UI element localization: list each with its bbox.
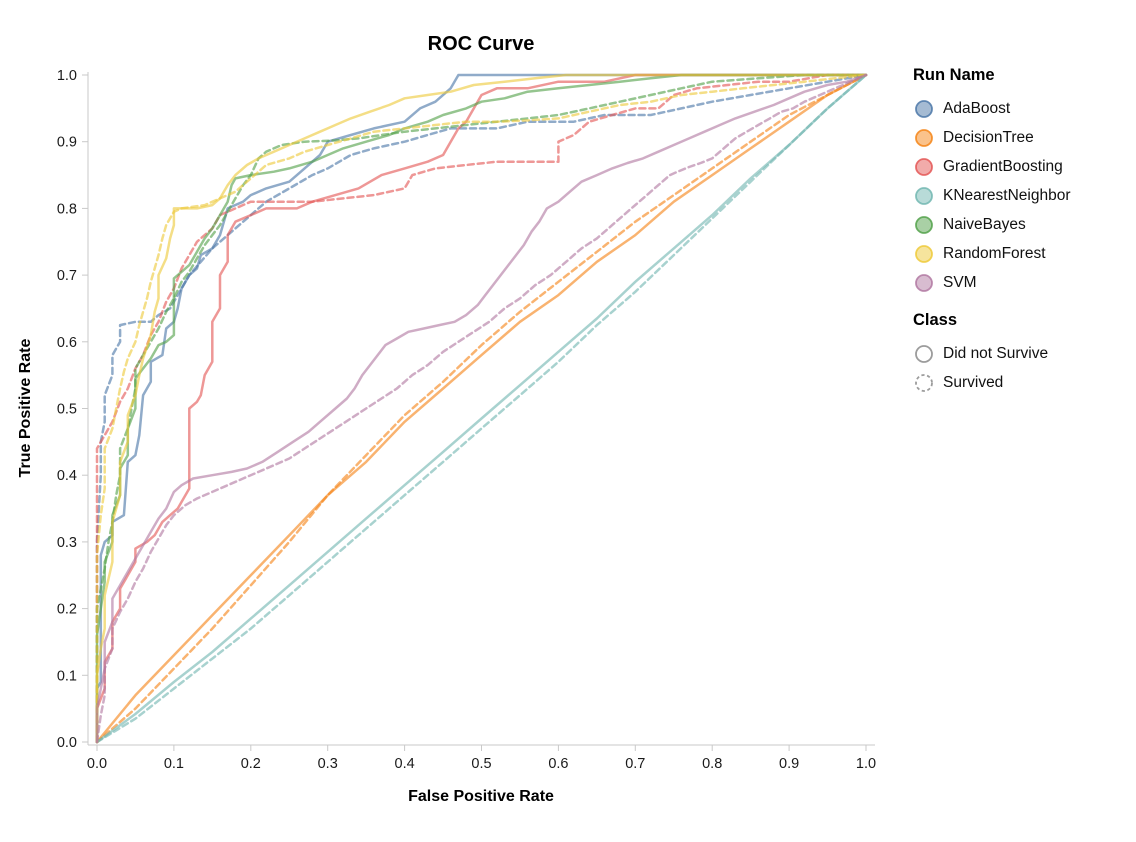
y-axis-tick-label: 0.6 xyxy=(57,335,77,351)
y-axis-tick-label: 0.7 xyxy=(57,268,77,284)
legend-run-header: Run Name xyxy=(913,66,995,84)
roc-line-randomforest-did-not-survive xyxy=(95,73,868,744)
roc-line-naivebayes-survived xyxy=(95,73,868,744)
run-color-swatch-icon xyxy=(915,99,933,118)
run-color-swatch-icon xyxy=(915,215,933,234)
legend-run-item-randomforest: RandomForest xyxy=(913,239,1133,268)
run-color-swatch-icon xyxy=(915,128,933,147)
x-axis-tick-label: 0.8 xyxy=(702,756,722,772)
class-survived-circle-icon xyxy=(915,373,933,392)
class-legend-items: Did not Survive Survived xyxy=(913,339,1133,397)
y-axis-tick-label: 0.3 xyxy=(57,535,77,551)
roc-line-knearestneighbor-did-not-survive xyxy=(95,73,868,744)
legend-run-label: GradientBoosting xyxy=(943,157,1063,175)
legend-run-label: RandomForest xyxy=(943,244,1046,262)
legend-run-label: SVM xyxy=(943,273,977,291)
x-axis-tick-label: 1.0 xyxy=(856,756,876,772)
legend-run-item-decisiontree: DecisionTree xyxy=(913,123,1133,152)
roc-line-adaboost-survived xyxy=(95,73,868,744)
x-axis-tick-label: 0.6 xyxy=(548,756,568,772)
legend-run-label: AdaBoost xyxy=(943,99,1011,117)
roc-line-svm-survived xyxy=(95,73,868,744)
roc-line-decisiontree-did-not-survive xyxy=(95,73,868,744)
x-axis-tick-label: 0.9 xyxy=(779,756,799,772)
y-axis-tick-label: 0.4 xyxy=(57,468,77,484)
x-axis-tick-label: 0.0 xyxy=(87,756,107,772)
run-color-swatch-icon xyxy=(915,244,933,263)
plot-layer: 0.0 0.1 0.2 0.3 0.4 0.5 0.6 0.7 0.8 0.9 1.0 0.0 0.1 0… xyxy=(57,68,876,772)
legend-run-item-svm: SVM xyxy=(913,268,1133,297)
x-axis-tick-label: 0.5 xyxy=(471,756,491,772)
y-axis-tick-label: 0.5 xyxy=(57,402,77,418)
legend-run-item-naivebayes: NaiveBayes xyxy=(913,210,1133,239)
legend-class-item-did-not-survive: Did not Survive xyxy=(913,339,1133,368)
x-axis-tick-label: 0.3 xyxy=(318,756,338,772)
legend-class-item-survived: Survived xyxy=(913,368,1133,397)
y-axis-tick-label: 0.8 xyxy=(57,201,77,217)
run-color-swatch-icon xyxy=(915,186,933,205)
legend-run-label: DecisionTree xyxy=(943,128,1034,146)
class-did-not-survive-circle-icon xyxy=(915,344,933,363)
legend-class-header: Class xyxy=(913,311,958,329)
legend: Run Name AdaBoost DecisionTree GradientBoo… xyxy=(913,64,1133,397)
roc-line-randomforest-survived xyxy=(95,73,868,744)
run-legend-items: AdaBoost DecisionTree GradientBoosting KNea… xyxy=(913,94,1133,297)
roc-line-adaboost-did-not-survive xyxy=(95,73,868,744)
y-axis-tick-label: 0.2 xyxy=(57,602,77,618)
y-axis-label: True Positive Rate xyxy=(17,339,34,478)
x-axis-label: False Positive Rate xyxy=(408,788,554,805)
roc-line-knearestneighbor-survived xyxy=(95,73,868,744)
y-axis-tick-label: 1.0 xyxy=(57,68,77,84)
legend-run-item-gradientboosting: GradientBoosting xyxy=(913,152,1133,181)
legend-run-label: NaiveBayes xyxy=(943,215,1026,233)
legend-run-label: KNearestNeighbor xyxy=(943,186,1071,204)
legend-run-item-adaboost: AdaBoost xyxy=(913,94,1133,123)
legend-run-item-knearestneighbor: KNearestNeighbor xyxy=(913,181,1133,210)
roc-line-decisiontree-survived xyxy=(95,73,868,744)
y-axis-tick-label: 0.0 xyxy=(57,735,77,751)
y-axis-tick-label: 0.1 xyxy=(57,668,77,684)
roc-line-naivebayes-did-not-survive xyxy=(95,73,868,744)
run-color-swatch-icon xyxy=(915,157,933,176)
x-axis-tick-label: 0.2 xyxy=(241,756,261,772)
x-axis-tick-label: 0.7 xyxy=(625,756,645,772)
roc-line-gradientboosting-did-not-survive xyxy=(95,73,868,744)
legend-class-label: Did not Survive xyxy=(943,344,1049,362)
x-axis-tick-label: 0.4 xyxy=(395,756,415,772)
y-axis-tick-label: 0.9 xyxy=(57,135,77,151)
chart-title: ROC Curve xyxy=(428,33,535,55)
legend-class-label: Survived xyxy=(943,373,1004,391)
roc-line-gradientboosting-survived xyxy=(95,73,868,744)
x-axis-tick-label: 0.1 xyxy=(164,756,184,772)
roc-line-svm-did-not-survive xyxy=(95,73,868,744)
run-color-swatch-icon xyxy=(915,273,933,292)
